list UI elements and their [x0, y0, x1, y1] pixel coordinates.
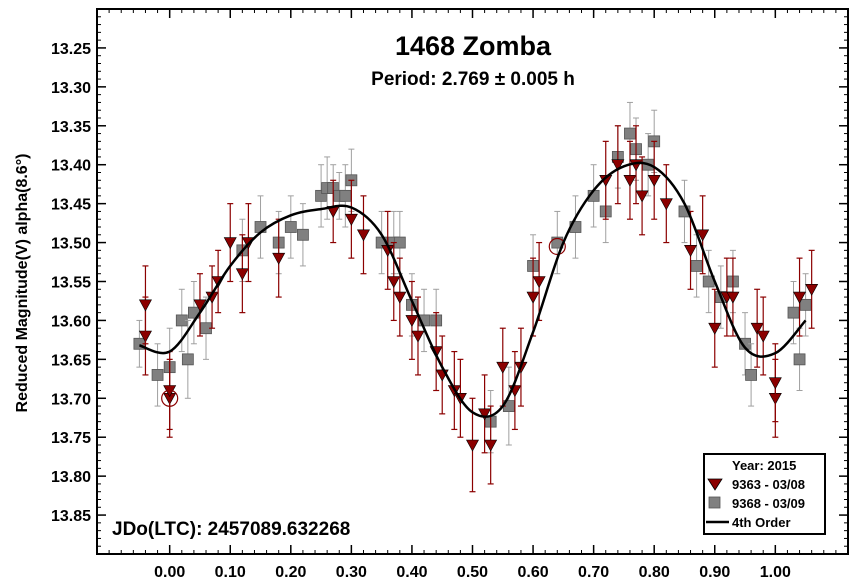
- y-tick-label: 13.75: [51, 430, 91, 447]
- data-point-triangle: [708, 322, 722, 335]
- legend-square-marker: [708, 496, 721, 509]
- data-point-triangle: [465, 439, 480, 452]
- data-point-triangle: [532, 276, 546, 289]
- data-point-triangle: [696, 229, 710, 242]
- data-point-triangle: [611, 159, 625, 172]
- data-point-triangle: [223, 237, 237, 250]
- data-point-square: [315, 189, 327, 202]
- data-point-triangle: [768, 377, 782, 390]
- x-tick-label: 0.70: [578, 564, 609, 581]
- data-point-square: [624, 127, 636, 140]
- y-axis-title: Reduced Magnitude(V) alpha(8.6°): [14, 154, 31, 413]
- y-tick-label: 13.60: [51, 313, 91, 330]
- legend-entry-series1: 9363 - 03/08: [732, 477, 805, 492]
- data-point-triangle: [405, 315, 419, 328]
- x-tick-label: 0.20: [275, 564, 306, 581]
- x-tick-label: 0.60: [517, 564, 548, 581]
- legend-title: Year: 2015: [732, 458, 796, 473]
- data-point-triangle: [750, 322, 764, 335]
- chart-subtitle: Period: 2.769 ± 0.005 h: [371, 69, 575, 90]
- x-tick-label: 0.00: [154, 564, 185, 581]
- data-point-triangle: [411, 330, 425, 343]
- data-point-triangle: [356, 229, 370, 242]
- y-tick-label: 13.50: [51, 236, 91, 253]
- y-tick-label: 13.55: [51, 275, 91, 292]
- fit-curve-line: [139, 161, 807, 418]
- x-tick-label: 0.10: [215, 564, 246, 581]
- data-point-triangle: [272, 252, 286, 265]
- x-tick-label: 0.40: [396, 564, 427, 581]
- data-point-triangle: [623, 174, 637, 187]
- data-point-square: [339, 189, 352, 202]
- data-point-triangle: [478, 408, 492, 421]
- legend-triangle-marker: [707, 478, 723, 491]
- data-point-triangle: [496, 361, 510, 374]
- data-point-triangle: [659, 198, 673, 211]
- data-point-triangle: [193, 299, 207, 312]
- data-point-triangle: [684, 245, 698, 257]
- chart-title: 1468 Zomba: [395, 31, 552, 61]
- legend: Year: 2015 9363 - 03/08 9368 - 03/09 4th…: [703, 453, 826, 535]
- data-point-triangle: [756, 330, 770, 343]
- legend-entry-series2: 9368 - 03/09: [732, 496, 805, 511]
- data-point-square: [799, 298, 812, 311]
- data-point-triangle: [805, 283, 819, 296]
- x-tick-label: 0.80: [639, 564, 670, 581]
- data-point-triangle: [344, 213, 358, 226]
- plot-area: [133, 101, 819, 493]
- highlight-circle: [548, 237, 566, 256]
- y-tick-label: 13.25: [51, 41, 91, 58]
- data-point-triangle: [647, 174, 661, 187]
- data-point-square: [284, 221, 297, 233]
- data-point-square: [690, 260, 703, 272]
- y-tick-label: 13.80: [51, 469, 91, 486]
- y-tick-label: 13.45: [51, 197, 91, 214]
- data-point-square: [787, 306, 800, 319]
- y-tick-label: 13.40: [51, 158, 91, 175]
- y-tick-label: 13.65: [51, 352, 91, 369]
- data-point-triangle: [138, 299, 152, 312]
- data-point-triangle: [387, 276, 401, 289]
- y-tick-label: 13.70: [51, 391, 91, 408]
- data-point-triangle: [526, 291, 540, 304]
- legend-entry-curve: 4th Order: [732, 515, 791, 530]
- x-tick-label: 0.90: [699, 564, 730, 581]
- jdo-annotation: JDo(LTC): 2457089.632268: [112, 519, 350, 540]
- y-tick-label: 13.30: [51, 80, 91, 97]
- data-point-triangle: [793, 291, 807, 304]
- data-point-triangle: [235, 268, 249, 281]
- y-tick-label: 13.35: [51, 119, 91, 136]
- x-tick-label: 1.00: [760, 564, 791, 581]
- data-point-square: [793, 353, 806, 366]
- data-point-triangle: [484, 439, 498, 452]
- data-point-triangle: [726, 291, 740, 304]
- data-point-square: [151, 369, 164, 381]
- legend-box: [703, 453, 826, 535]
- y-axis: 13.25 13.30 13.35 13.40 13.45 13.50 13.55 13.60…: [51, 8, 848, 555]
- data-point-square: [745, 369, 757, 381]
- x-axis: 0.00 0.10 0.20 0.30 0.40 0.50 0.60 0.70 0.80 0.90…: [108, 9, 837, 581]
- y-tick-label: 13.85: [51, 508, 91, 525]
- highlight-circle: [161, 389, 179, 407]
- data-point-square: [297, 228, 309, 241]
- data-point-triangle: [635, 190, 649, 203]
- x-tick-label: 0.30: [336, 564, 367, 581]
- data-point-square: [181, 353, 194, 366]
- x-tick-label: 0.50: [457, 564, 488, 581]
- data-point-triangle: [393, 291, 407, 304]
